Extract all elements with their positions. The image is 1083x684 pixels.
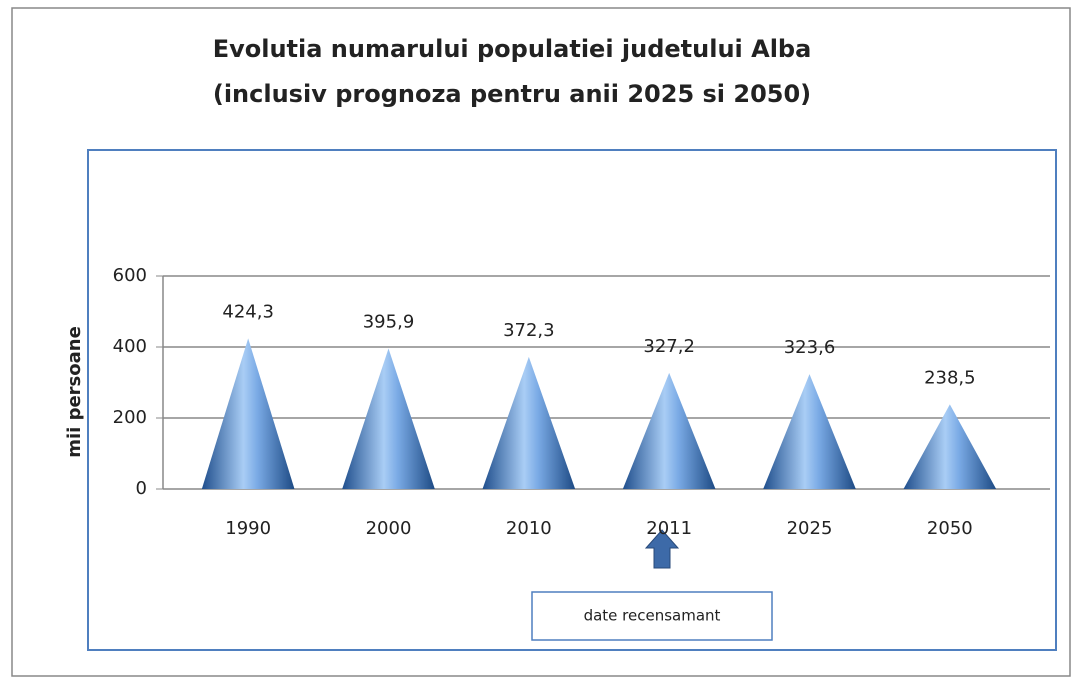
value-label: 238,5 [924, 367, 976, 388]
value-label: 327,2 [643, 336, 695, 357]
value-label: 372,3 [503, 320, 555, 341]
outer-frame [11, 7, 1071, 677]
x-tick-label: 2050 [927, 518, 973, 539]
y-tick-label: 0 [136, 478, 147, 499]
y-tick-label: 600 [113, 265, 147, 286]
arrow [644, 529, 680, 569]
value-label: 323,6 [784, 337, 836, 358]
cone [763, 374, 856, 489]
x-tick-label: 2000 [366, 518, 412, 539]
annotation: date recensamant [584, 607, 721, 625]
cone [342, 348, 435, 489]
value-label: 424,3 [222, 301, 274, 322]
cone [622, 372, 716, 489]
x-tick-label: 2025 [787, 518, 833, 539]
x-tick-label: 2011 [646, 518, 692, 539]
value-label: 395,9 [363, 311, 415, 332]
x-tick-label: 1990 [225, 518, 271, 539]
cone [482, 356, 576, 489]
y-tick-label: 400 [113, 336, 147, 357]
x-tick-label: 2010 [506, 518, 552, 539]
y-axis-label: mii persoane [64, 326, 85, 458]
y-tick-label: 200 [113, 407, 147, 428]
cone [903, 404, 997, 489]
annotation-box [531, 591, 773, 641]
chart-title: Evolutia numarului populatiei judetului … [213, 35, 812, 63]
plot-frame [87, 149, 1057, 651]
cone [201, 338, 295, 489]
chart-title: (inclusiv prognoza pentru anii 2025 si 2… [213, 80, 811, 108]
